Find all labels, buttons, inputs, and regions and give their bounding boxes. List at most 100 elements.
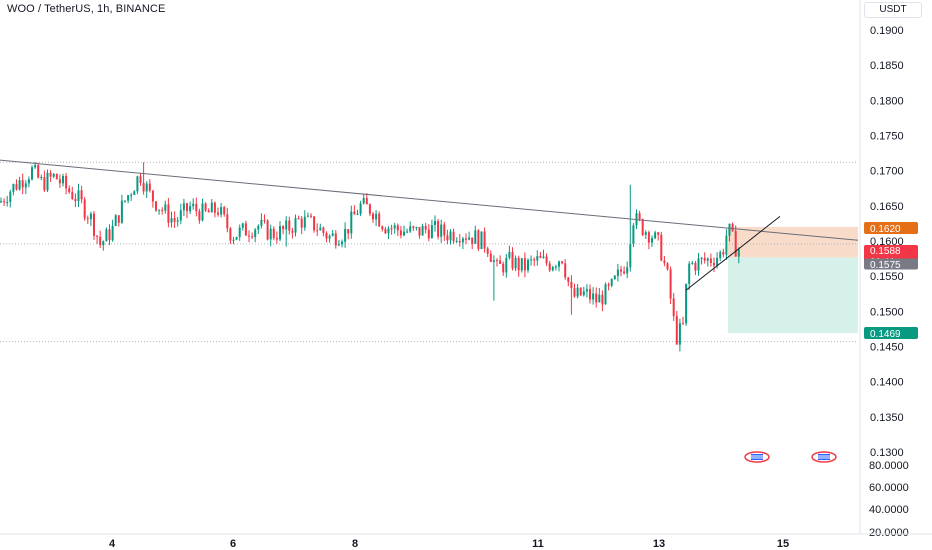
candle-body	[589, 289, 591, 300]
candle-body	[691, 262, 694, 264]
candle-body	[350, 211, 353, 234]
candle-body	[251, 236, 254, 238]
candle-body	[375, 213, 378, 220]
price-tick-label: 0.1450	[870, 342, 904, 354]
candle-body	[499, 260, 502, 264]
candle-body	[570, 281, 573, 289]
candle-body	[638, 213, 641, 220]
resistance-trendline[interactable]	[0, 159, 859, 241]
candle-body	[248, 235, 250, 237]
candle-body	[167, 204, 170, 223]
price-axis[interactable]: 0.1900 0.1850 0.1800 0.1750 0.1700 0.1650 0.16…	[870, 25, 904, 459]
candle-body	[685, 283, 688, 324]
candle-body	[192, 203, 195, 207]
candle-body	[291, 230, 294, 233]
candle-body	[399, 230, 402, 236]
candle-body	[297, 218, 300, 220]
candle-body	[207, 210, 210, 213]
candle-body	[514, 257, 517, 269]
economic-event-icon[interactable]	[744, 451, 770, 463]
candle-body	[496, 260, 498, 262]
candle-body	[421, 225, 424, 236]
candle-body	[709, 258, 712, 263]
candle-body	[254, 229, 257, 238]
candle-body	[579, 287, 582, 296]
candle-body	[21, 180, 24, 188]
candle-body	[406, 231, 409, 233]
risk-zone[interactable]	[728, 226, 858, 258]
candle-body	[71, 192, 74, 199]
price-tick-label: 0.1500	[870, 306, 904, 318]
candle-body	[89, 213, 92, 220]
currency-button[interactable]: USDT	[864, 2, 922, 18]
time-tick-label: 15	[777, 538, 789, 550]
candle-body	[403, 231, 405, 236]
candle-body	[105, 229, 108, 242]
candle-body	[458, 240, 461, 243]
candle-body	[393, 225, 396, 229]
candle-body	[24, 183, 27, 188]
price-tick-label: 0.1300	[870, 447, 904, 459]
candle-body	[316, 230, 319, 232]
candle-body	[111, 225, 114, 241]
candle-body	[592, 293, 595, 300]
candle-body	[356, 214, 359, 216]
candle-body	[189, 206, 192, 212]
long-position-tool[interactable]	[728, 226, 858, 334]
candle-body	[418, 227, 421, 236]
price-tick-label: 0.1800	[870, 95, 904, 107]
price-tick-label: 0.1900	[870, 25, 904, 37]
candle-body	[117, 215, 120, 223]
candle-body	[235, 236, 238, 240]
time-axis[interactable]: 4 6 8 11 13 15	[0, 533, 932, 550]
candle-body	[136, 176, 139, 192]
candle-body	[623, 271, 626, 274]
candle-body	[582, 291, 585, 296]
candle-body	[176, 220, 179, 222]
candle-body	[310, 215, 312, 217]
candle-body	[477, 230, 480, 249]
candle-body	[282, 226, 285, 230]
candle-body	[151, 190, 154, 202]
event-icon-flag	[818, 454, 830, 460]
candle-body	[170, 218, 173, 223]
candle-body	[68, 188, 71, 193]
event-markers[interactable]	[744, 451, 837, 463]
candle-body	[359, 203, 362, 215]
candle-body	[682, 323, 684, 325]
candle-body	[616, 269, 619, 276]
trend-drawings[interactable]	[0, 159, 859, 291]
candle-body	[474, 230, 477, 244]
candle-body	[322, 227, 325, 233]
economic-event-icon[interactable]	[811, 451, 837, 463]
candle-body	[31, 167, 33, 180]
candle-body	[266, 220, 269, 240]
candle-body	[142, 182, 145, 192]
candle-body	[102, 241, 105, 246]
candle-body	[195, 203, 198, 212]
candle-body	[133, 191, 136, 195]
event-icon-flag	[751, 454, 763, 460]
candle-body	[663, 260, 666, 264]
candle-body	[62, 176, 64, 184]
candle-body	[697, 258, 700, 271]
candle-body	[6, 202, 9, 204]
price-tick-label: 0.1650	[870, 201, 904, 213]
time-tick-label: 13	[653, 538, 665, 550]
candle-body	[155, 201, 157, 211]
candle-body	[49, 172, 52, 177]
candle-body	[517, 257, 520, 271]
candle-body	[523, 258, 526, 271]
candle-body	[737, 249, 740, 257]
candle-body	[713, 262, 715, 266]
candle-body	[158, 209, 161, 211]
candle-body	[688, 263, 691, 284]
reward-zone[interactable]	[728, 257, 858, 334]
symbol-title: WOO / TetherUS, 1h, BINANCE	[7, 3, 166, 15]
candle-body	[52, 173, 55, 177]
support-trendline[interactable]	[685, 215, 781, 291]
candle-body	[74, 198, 77, 202]
candle-body	[80, 190, 83, 200]
candle-body	[186, 203, 188, 212]
